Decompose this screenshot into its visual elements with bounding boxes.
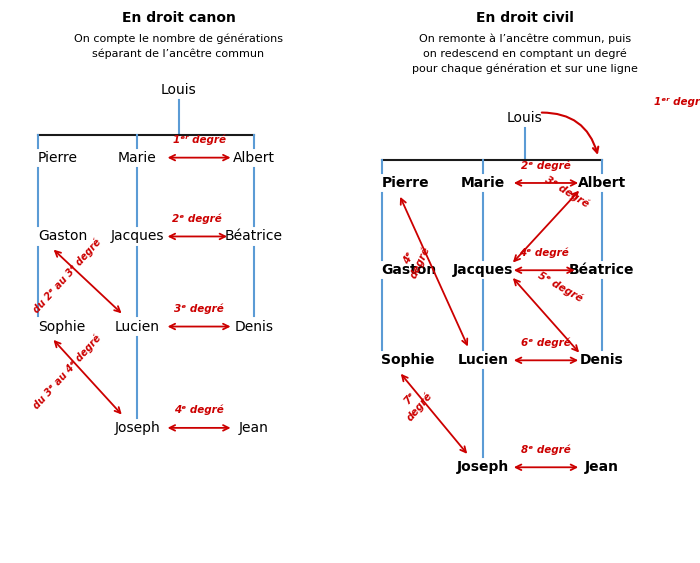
Text: Lucien: Lucien — [115, 320, 160, 333]
Text: En droit civil: En droit civil — [476, 11, 574, 25]
Text: 2ᵉ degré: 2ᵉ degré — [172, 213, 222, 224]
Text: Lucien: Lucien — [458, 354, 508, 367]
Text: 3ᵉ degré: 3ᵉ degré — [174, 303, 224, 314]
Text: 1ᵉʳ degré: 1ᵉʳ degré — [173, 135, 225, 145]
Text: Jacques: Jacques — [453, 263, 513, 277]
Text: Béatrice: Béatrice — [569, 263, 635, 277]
Text: Pierre: Pierre — [382, 176, 429, 190]
Text: Louis: Louis — [507, 111, 543, 125]
Text: du 3ᵉ au 4ᵉ degré: du 3ᵉ au 4ᵉ degré — [31, 332, 103, 411]
Text: Jean: Jean — [239, 421, 269, 435]
Text: Sophie: Sophie — [382, 354, 435, 367]
Text: 2ᵉ degré: 2ᵉ degré — [521, 160, 571, 171]
Text: On remonte à l’ancêtre commun, puis
on redescend en comptant un degré
pour chaqu: On remonte à l’ancêtre commun, puis on r… — [412, 34, 638, 74]
Text: 4ᵉ degré: 4ᵉ degré — [174, 405, 224, 415]
Text: 6ᵉ degré: 6ᵉ degré — [521, 337, 571, 348]
Text: 7ᵉ
degré: 7ᵉ degré — [395, 382, 434, 423]
Text: 5ᵉ degré: 5ᵉ degré — [536, 270, 584, 304]
Text: On compte le nombre de générations
séparant de l’ancêtre commun: On compte le nombre de générations sépar… — [74, 34, 283, 59]
Text: Marie: Marie — [118, 151, 157, 164]
Text: Gaston: Gaston — [38, 230, 87, 243]
Text: 8ᵉ degré: 8ᵉ degré — [521, 444, 571, 455]
Text: 4ᵉ
degré: 4ᵉ degré — [398, 240, 432, 280]
Text: Béatrice: Béatrice — [225, 230, 283, 243]
Text: Pierre: Pierre — [38, 151, 78, 164]
Text: 1ᵉʳ degré: 1ᵉʳ degré — [654, 96, 700, 107]
Text: Denis: Denis — [234, 320, 274, 333]
Text: Jean: Jean — [585, 461, 619, 474]
Text: Sophie: Sophie — [38, 320, 85, 333]
Text: 3ᵉ degré: 3ᵉ degré — [543, 175, 591, 209]
Text: Jacques: Jacques — [111, 230, 164, 243]
Text: En droit canon: En droit canon — [122, 11, 235, 25]
Text: Marie: Marie — [461, 176, 505, 190]
Text: Joseph: Joseph — [115, 421, 160, 435]
Text: Joseph: Joseph — [457, 461, 509, 474]
Text: du 2ᵉ au 3ᵉ degré: du 2ᵉ au 3ᵉ degré — [31, 236, 103, 315]
Text: Albert: Albert — [578, 176, 626, 190]
Text: Denis: Denis — [580, 354, 624, 367]
Text: Albert: Albert — [233, 151, 275, 164]
Text: Louis: Louis — [160, 83, 197, 97]
Text: 4ᵉ degré: 4ᵉ degré — [519, 247, 569, 258]
Text: Gaston: Gaston — [382, 263, 437, 277]
